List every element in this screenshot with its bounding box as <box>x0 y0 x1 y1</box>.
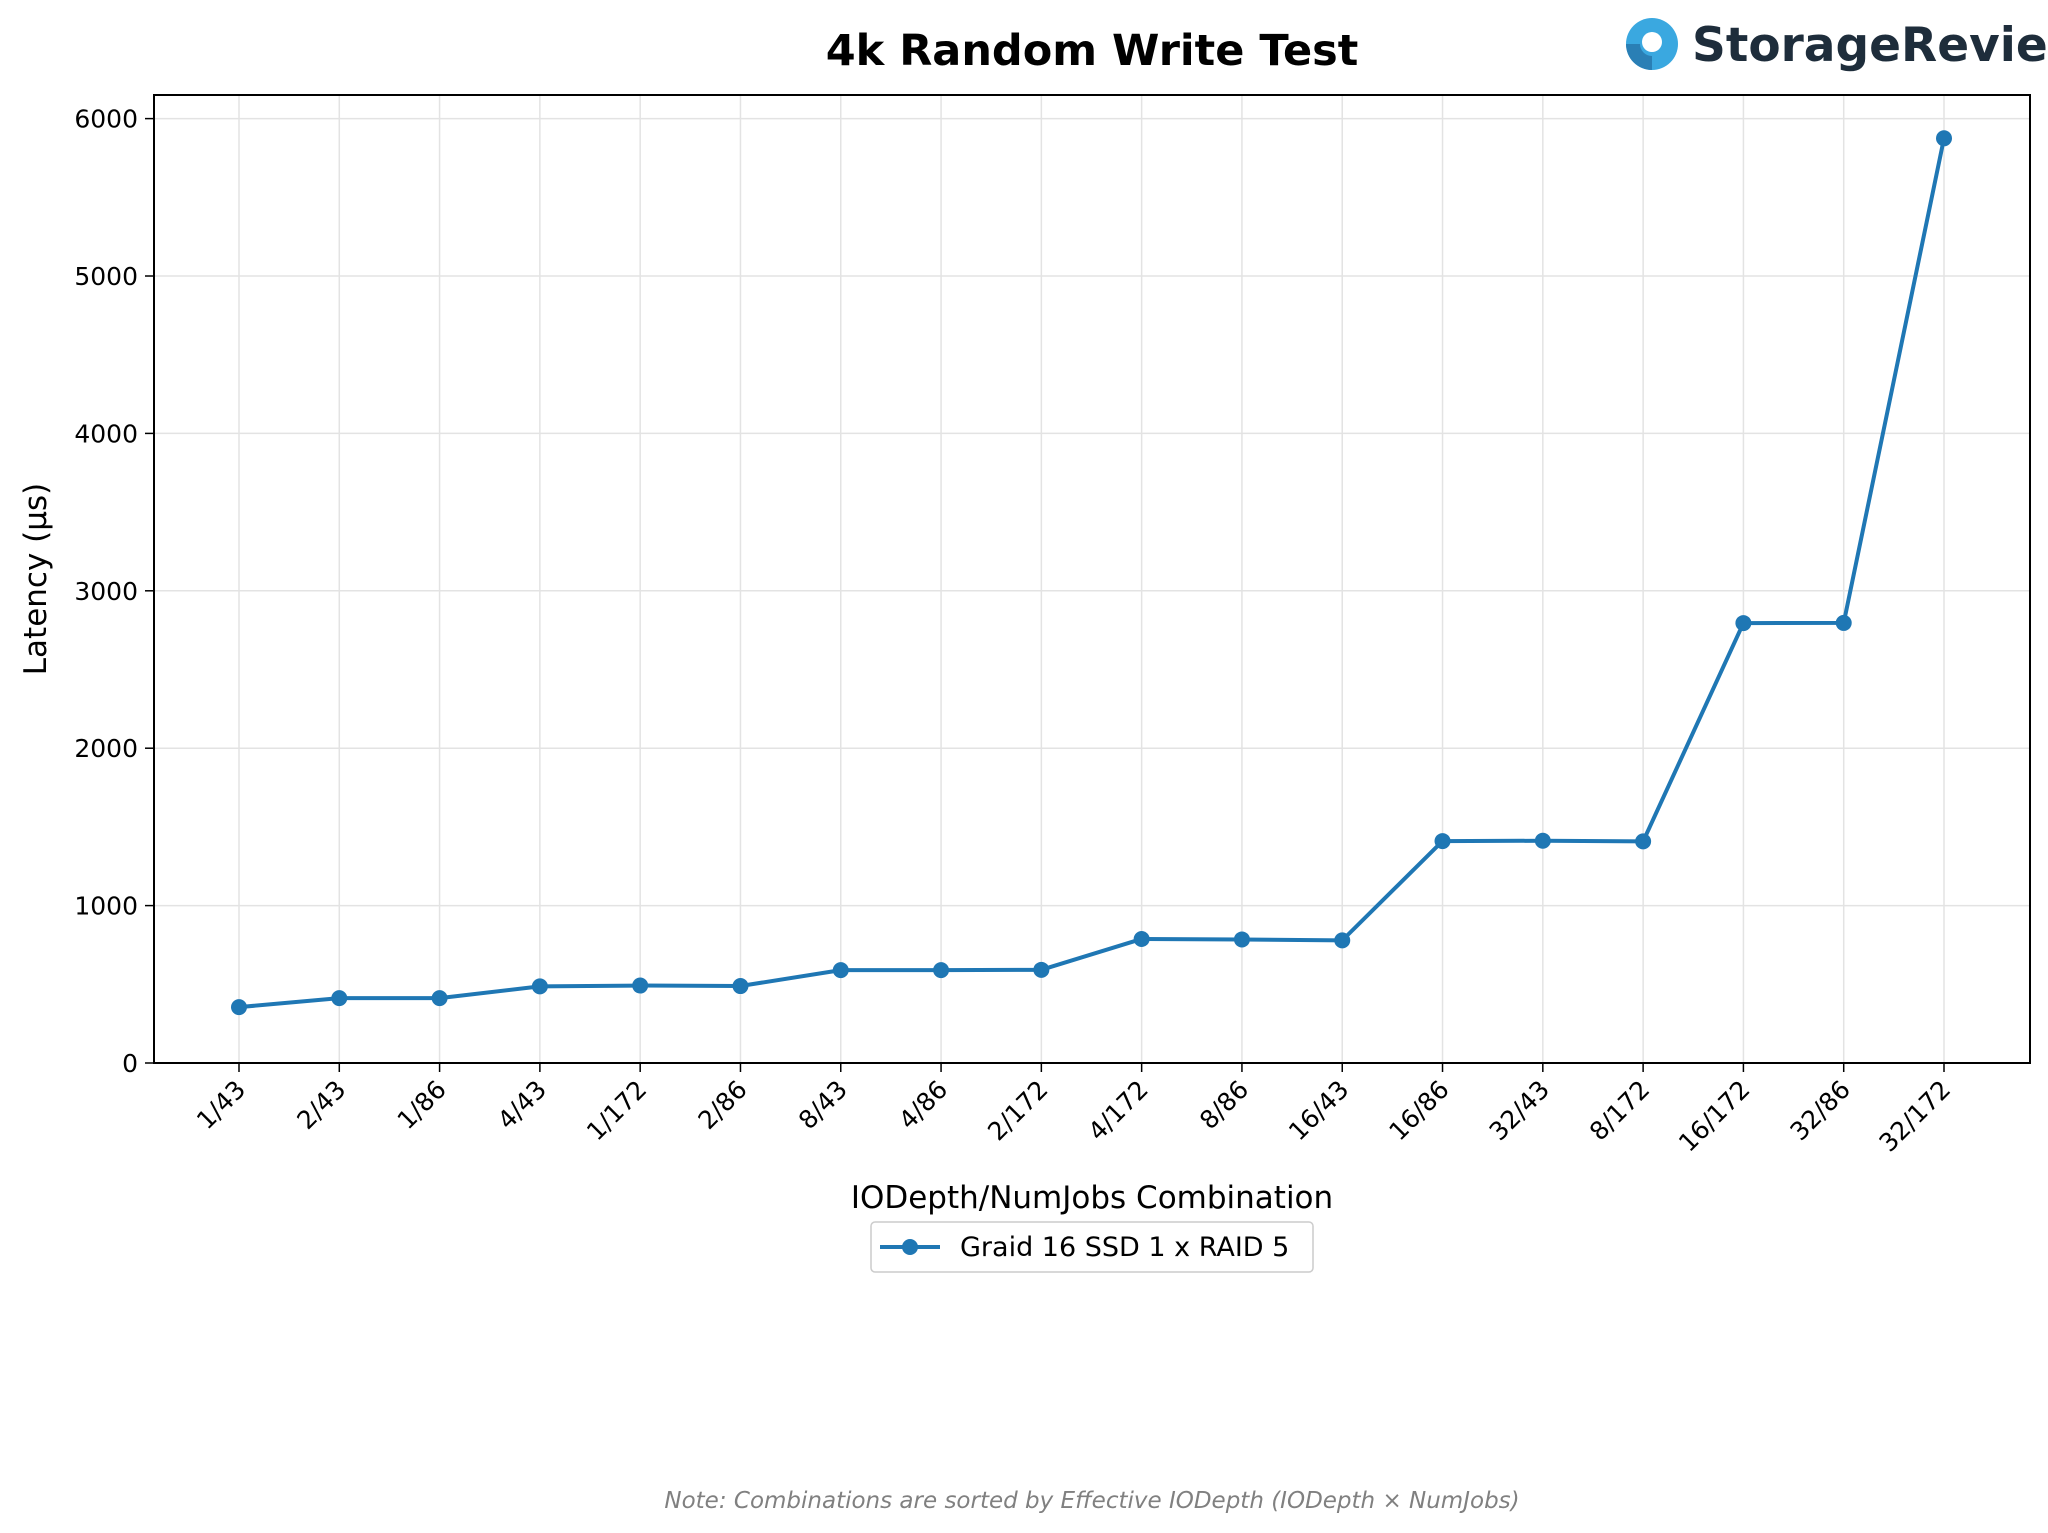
x-tick-label: 4/43 <box>492 1075 552 1135</box>
footer-note: Note: Combinations are sorted by Effecti… <box>664 1488 1519 1514</box>
x-tick-label: 16/43 <box>1283 1075 1354 1146</box>
x-tick-label: 1/86 <box>392 1075 452 1135</box>
legend-marker <box>902 1239 918 1255</box>
plot-frame <box>153 94 2031 1064</box>
data-point <box>832 962 849 979</box>
data-point <box>1434 833 1451 850</box>
grid <box>154 95 2030 1064</box>
x-tick-label: 4/86 <box>893 1075 953 1135</box>
y-tick-label: 4000 <box>74 419 138 448</box>
legend: Graid 16 SSD 1 x RAID 5 <box>870 1221 1314 1273</box>
x-tick-label: 8/172 <box>1584 1075 1655 1146</box>
x-axis: 1/43 2/43 1/86 4/43 1/172 2/86 8/43 4/86 2/172 4/… <box>191 1063 1956 1157</box>
x-tick-label: 2/86 <box>693 1075 753 1135</box>
x-tick-label: 8/86 <box>1194 1075 1254 1135</box>
x-tick-label: 1/43 <box>191 1075 251 1135</box>
x-tick-label: 4/172 <box>1082 1075 1153 1146</box>
y-tick-label: 2000 <box>74 734 138 763</box>
data-point <box>1033 961 1050 978</box>
data-point <box>1233 931 1250 948</box>
legend-entry: Graid 16 SSD 1 x RAID 5 <box>960 1232 1289 1263</box>
data-point <box>431 990 448 1007</box>
y-tick-label: 6000 <box>74 105 138 134</box>
brand-logo: StorageReview <box>1626 18 2048 73</box>
storagereview-logo-icon <box>1626 18 1678 70</box>
x-tick-label: 8/43 <box>793 1075 853 1135</box>
data-point <box>933 962 950 979</box>
x-tick-label: 1/172 <box>581 1075 652 1146</box>
brand-name: StorageReview <box>1692 18 2048 73</box>
data-point <box>1133 930 1150 947</box>
chart-title: 4k Random Write Test <box>826 26 1359 76</box>
data-point <box>1635 833 1652 850</box>
y-tick-label: 3000 <box>74 577 138 606</box>
data-point <box>732 978 749 995</box>
y-axis-title: Latency (µs) <box>18 483 54 675</box>
x-tick-label: 16/86 <box>1383 1075 1454 1146</box>
y-tick-label: 1000 <box>74 892 138 921</box>
y-tick-label: 5000 <box>74 262 138 291</box>
data-point <box>1835 614 1852 631</box>
x-tick-label: 32/86 <box>1784 1075 1855 1146</box>
x-tick-label: 2/172 <box>982 1075 1053 1146</box>
data-point <box>1735 615 1752 632</box>
data-point <box>1334 932 1351 949</box>
x-tick-label: 32/172 <box>1874 1075 1957 1158</box>
data-point <box>531 978 548 995</box>
x-tick-label: 16/172 <box>1673 1075 1756 1158</box>
y-tick-label: 0 <box>122 1049 138 1078</box>
series-layer <box>231 130 1952 1016</box>
legend-box <box>870 1221 1314 1273</box>
data-point <box>1534 832 1551 849</box>
data-point <box>1936 130 1952 147</box>
data-point <box>331 990 348 1007</box>
x-axis-title: IODepth/NumJobs Combination <box>851 1180 1333 1216</box>
y-axis: 0 1000 2000 3000 4000 5000 6000 <box>74 105 154 1078</box>
x-tick-label: 32/43 <box>1484 1075 1555 1146</box>
data-point <box>231 999 247 1016</box>
data-point <box>632 977 649 994</box>
series-line <box>238 137 1946 1010</box>
x-tick-label: 2/43 <box>291 1075 351 1135</box>
